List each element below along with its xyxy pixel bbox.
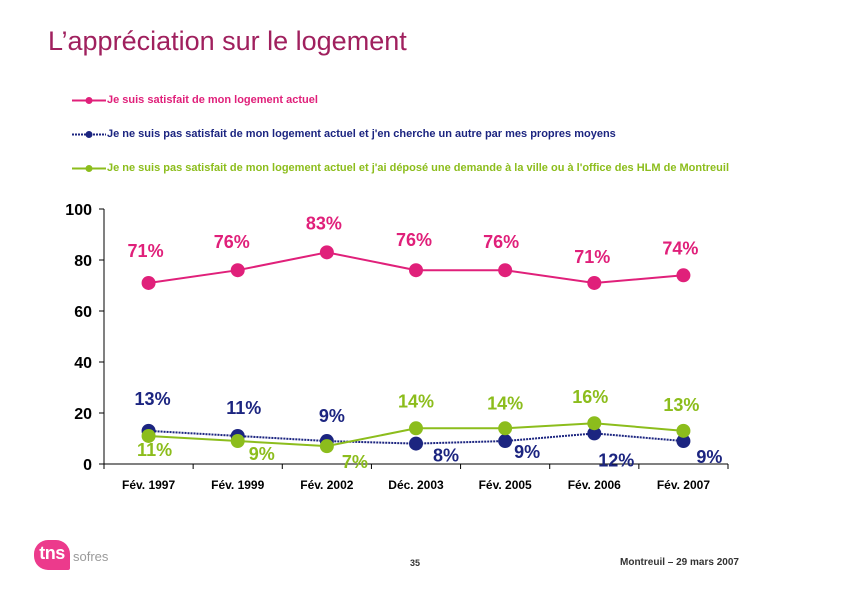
data-point-satisfied <box>587 275 602 290</box>
x-tick-label: Déc. 2003 <box>388 478 444 492</box>
page-number: 35 <box>410 558 421 568</box>
data-label-hlm-request: 14% <box>487 393 523 413</box>
data-point-searching <box>587 426 602 441</box>
page-title: L’appréciation sur le logement <box>48 26 407 56</box>
data-point-hlm-request <box>230 434 245 449</box>
y-tick-label: 80 <box>74 253 92 270</box>
data-label-searching: 9% <box>319 406 345 426</box>
x-tick-label: Fév. 2005 <box>479 478 532 492</box>
data-label-searching: 12% <box>598 450 634 470</box>
x-tick-label: Fév. 1999 <box>211 478 264 492</box>
data-label-hlm-request: 14% <box>398 391 434 411</box>
footer-location-date: Montreuil – 29 mars 2007 <box>620 557 739 568</box>
data-label-satisfied: 74% <box>662 238 698 258</box>
data-label-satisfied: 83% <box>306 213 342 233</box>
x-tick-label: Fév. 2002 <box>300 478 353 492</box>
legend-marker-hlm-request <box>72 165 106 172</box>
y-tick-label: 40 <box>74 355 92 372</box>
sofres-logo-text: sofres <box>73 549 109 564</box>
data-point-hlm-request <box>409 421 423 436</box>
x-tick-label: Fév. 2007 <box>657 478 710 492</box>
data-label-hlm-request: 13% <box>663 395 699 415</box>
data-point-satisfied <box>498 263 513 278</box>
data-point-satisfied <box>409 263 423 278</box>
data-label-hlm-request: 16% <box>572 387 608 407</box>
data-point-searching <box>498 434 513 449</box>
data-label-satisfied: 71% <box>574 247 610 267</box>
data-point-hlm-request <box>498 421 513 436</box>
data-label-satisfied: 76% <box>396 230 432 250</box>
legend-label-hlm-request: Je ne suis pas satisfait de mon logement… <box>107 162 729 174</box>
data-label-searching: 9% <box>696 447 722 467</box>
data-point-satisfied <box>141 275 156 290</box>
data-label-satisfied: 76% <box>483 232 519 252</box>
y-tick-label: 100 <box>65 202 92 219</box>
x-tick-label: Fév. 1997 <box>122 478 175 492</box>
y-tick-label: 0 <box>83 457 92 474</box>
data-point-hlm-request <box>676 423 691 438</box>
data-label-hlm-request: 9% <box>249 444 275 464</box>
data-label-searching: 11% <box>226 398 261 418</box>
data-label-hlm-request: 7% <box>342 452 368 472</box>
legend-label-satisfied: Je suis satisfait de mon logement actuel <box>107 94 318 106</box>
y-tick-label: 60 <box>74 304 92 321</box>
data-point-hlm-request <box>141 428 156 443</box>
x-tick-label: Fév. 2006 <box>568 478 621 492</box>
data-point-hlm-request <box>587 416 602 431</box>
data-label-searching: 8% <box>433 446 459 466</box>
data-label-searching: 9% <box>514 442 540 462</box>
y-tick-label: 20 <box>74 406 92 423</box>
legend-marker-searching <box>72 131 106 138</box>
data-label-satisfied: 76% <box>214 232 250 252</box>
legend-marker-satisfied <box>72 97 106 104</box>
data-label-hlm-request: 11% <box>137 440 172 460</box>
data-point-satisfied <box>230 263 245 278</box>
data-point-searching <box>676 434 691 449</box>
data-label-satisfied: 71% <box>128 241 164 261</box>
data-point-hlm-request <box>319 439 334 454</box>
data-point-satisfied <box>319 245 334 260</box>
data-point-satisfied <box>676 268 691 283</box>
tns-logo: tns <box>34 540 70 570</box>
legend-label-searching: Je ne suis pas satisfait de mon logement… <box>107 128 616 140</box>
data-label-searching: 13% <box>135 389 171 409</box>
data-point-searching <box>409 436 423 451</box>
